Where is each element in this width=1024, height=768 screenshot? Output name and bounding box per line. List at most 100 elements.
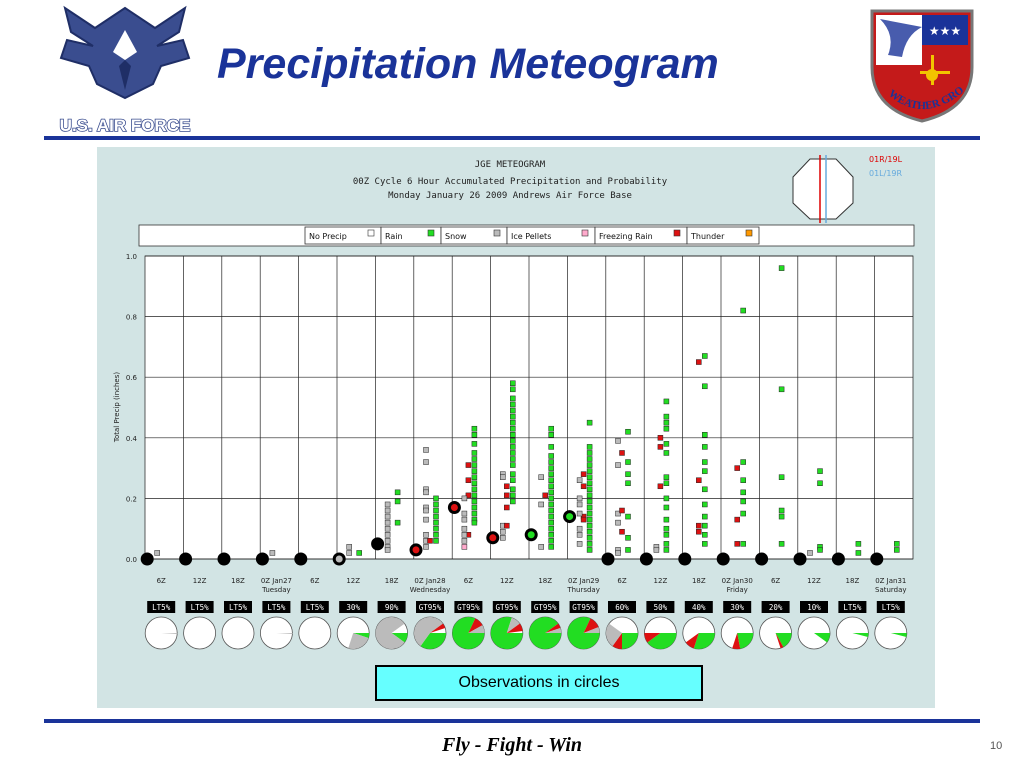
pie-slice-rain — [622, 633, 638, 649]
ensemble-point-rain — [471, 432, 478, 438]
legend-label: Thunder — [690, 232, 725, 241]
ensemble-point-rain — [433, 501, 439, 508]
ensemble-point-freezing_rain — [696, 477, 702, 483]
ensemble-point-snow — [384, 519, 391, 526]
probability-item: GT95% — [528, 601, 562, 650]
ensemble-point-rain — [548, 501, 554, 508]
observation-center-freezing_rain — [450, 503, 458, 511]
probability-label: GT95% — [572, 603, 595, 612]
legend-item-freezing_rain: Freezing Rain — [594, 226, 688, 245]
pie-slice-rain — [693, 633, 715, 649]
grid — [145, 255, 913, 560]
pie-slice-snow — [161, 633, 178, 635]
ensemble-point-rain — [586, 456, 593, 462]
ensemble-point-rain — [778, 265, 785, 271]
ensemble-point-rain — [702, 541, 708, 547]
ensemble-point-rain — [702, 522, 708, 529]
ensemble-point-rain — [471, 504, 478, 511]
pie-slice-rain — [890, 633, 907, 637]
ensemble-point-snow — [384, 532, 391, 538]
ensemble-point-snow — [653, 547, 660, 553]
probability-item: 30% — [720, 601, 754, 650]
ensemble-point-rain — [510, 380, 516, 387]
ensemble-point-rain — [663, 516, 670, 523]
probability-item: 50% — [644, 601, 677, 650]
x-tick-label: 18Z — [231, 577, 245, 585]
probability-item: GT95% — [413, 601, 447, 650]
ensemble-point-snow — [500, 474, 506, 480]
x-tick-label: 12Z — [346, 577, 360, 585]
pie-slice-snow — [506, 617, 520, 633]
ensemble-point-rain — [625, 535, 631, 541]
pie-slice-rain — [852, 633, 869, 637]
ensemble-point-rain — [702, 468, 708, 474]
ensemble-point-rain — [433, 513, 439, 520]
ensemble-point-snow — [615, 519, 621, 526]
ensemble-point-rain — [471, 486, 478, 493]
probability-pie — [298, 616, 332, 650]
ensemble-point-freezing_rain — [619, 528, 625, 535]
pie-slice-freezing_rain — [685, 633, 699, 649]
ensemble-point-rain — [433, 532, 439, 538]
svg-text:★★★: ★★★ — [929, 24, 961, 38]
probability-label-bg — [454, 601, 483, 613]
x-tick-sublabel: Friday — [727, 586, 748, 594]
ensemble-point-rain — [663, 504, 670, 511]
ensemble-point-snow — [807, 550, 813, 556]
ensemble-point-rain — [548, 525, 554, 532]
ensemble-point-snow — [576, 532, 583, 538]
probability-label-bg — [185, 601, 214, 613]
ensemble-point-rain — [510, 456, 516, 462]
ensemble-point-snow — [423, 447, 429, 453]
legend-swatch — [427, 229, 435, 237]
ensemble-point-freezing_rain — [619, 507, 625, 514]
y-tick-label: 0.2 — [126, 495, 137, 503]
ensemble-point-rain — [471, 492, 478, 499]
observation-center-freezing_rain — [412, 546, 420, 554]
ensemble-point-freezing_rain — [734, 465, 740, 471]
ensemble-point-snow — [576, 501, 583, 508]
ensemble-point-rain — [817, 547, 823, 553]
ensemble-point-rain — [356, 550, 362, 556]
air-force-wings-icon — [59, 5, 191, 100]
ensemble-point-snow — [384, 513, 391, 520]
probability-label-bg — [339, 601, 368, 613]
ensemble-point-rain — [471, 441, 478, 447]
ensemble-point-rain — [702, 444, 708, 450]
ensemble-point-snow — [384, 538, 391, 544]
ensemble-point-rain — [548, 489, 554, 496]
ensemble-point-freezing_rain — [465, 492, 472, 499]
probability-item: LT5% — [836, 601, 869, 650]
ensemble-point-rain — [548, 495, 554, 502]
ensemble-point-rain — [471, 425, 478, 432]
ensemble-point-rain — [778, 513, 785, 520]
ensemble-point-rain — [433, 525, 439, 532]
ensemble-point-rain — [510, 425, 516, 432]
ensemble-point-snow — [423, 507, 429, 514]
ensemble-point-rain — [548, 459, 554, 465]
ensemble-point-rain — [510, 492, 516, 499]
observation-center-rain — [566, 513, 574, 521]
ensemble-point-snow — [269, 550, 276, 556]
ensemble-point-rain — [548, 544, 554, 550]
ensemble-point-rain — [586, 504, 593, 511]
legend-label: Snow — [445, 232, 467, 241]
legend-label: Freezing Rain — [599, 232, 653, 241]
ensemble-point-rain — [548, 538, 554, 544]
ensemble-point-rain — [663, 450, 670, 456]
ensemble-point-rain — [586, 492, 593, 499]
ensemble-point-rain — [586, 510, 593, 517]
ensemble-point-snow — [384, 501, 391, 508]
x-tick-label: 12Z — [807, 577, 821, 585]
pie-slice-snow — [606, 623, 622, 646]
ensemble-point-rain — [586, 474, 593, 480]
pie-slice-freezing_rain — [430, 623, 446, 633]
legend-swatch — [673, 229, 681, 237]
legend-item-no_precip: No Precip — [304, 226, 382, 245]
ensemble-point-rain — [778, 386, 785, 393]
probability-item: 30% — [336, 601, 370, 650]
probability-pie — [221, 616, 255, 650]
runway-label-01r: 01R/19L — [869, 155, 903, 164]
observation-circle — [831, 552, 845, 566]
